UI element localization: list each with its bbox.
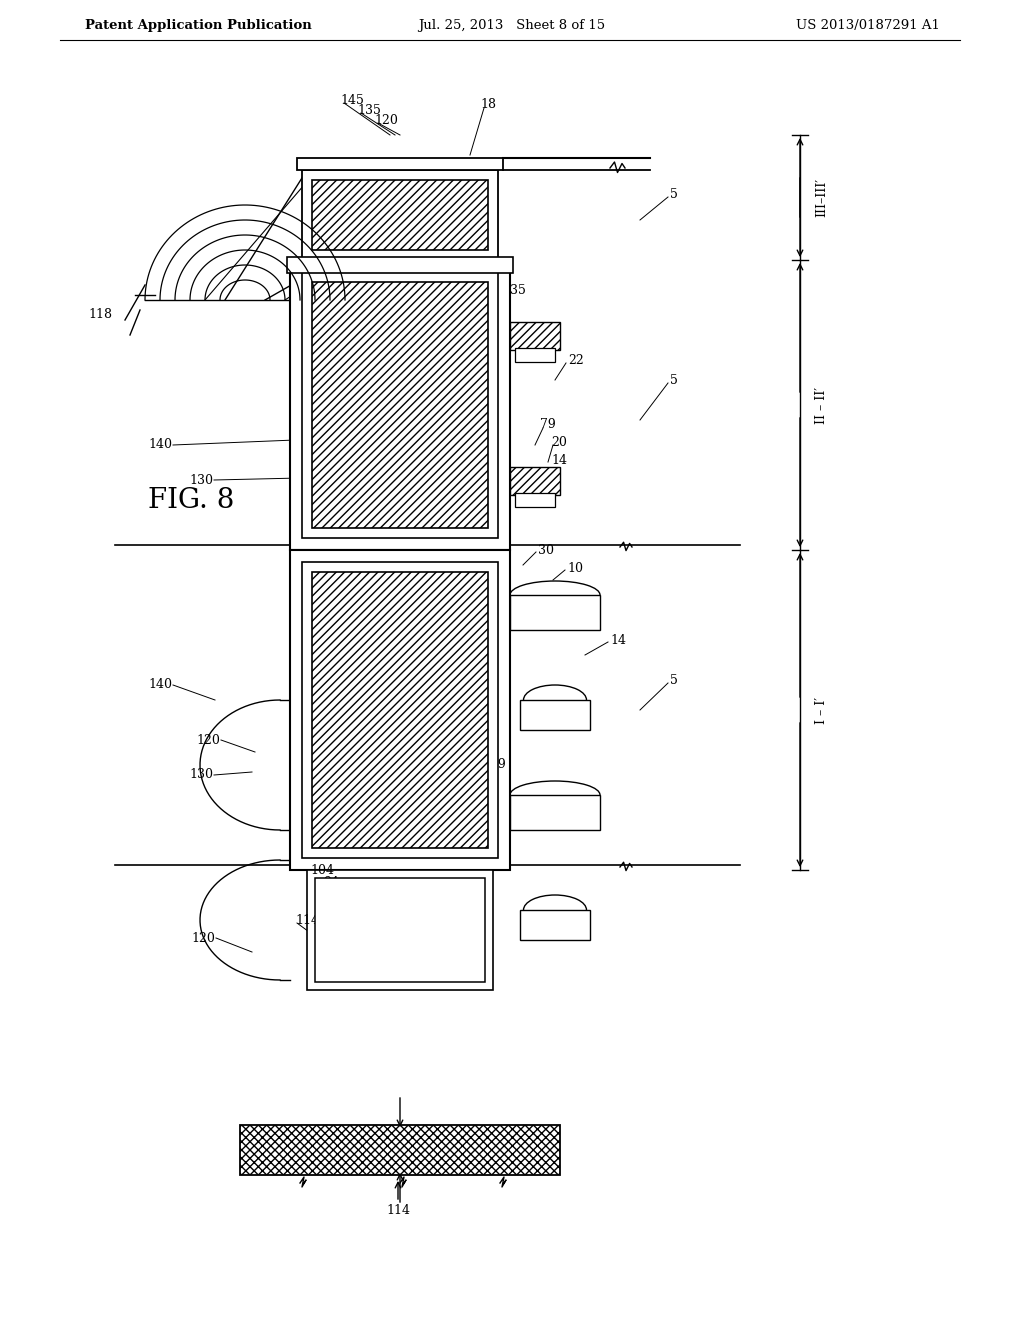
Text: 135: 135 xyxy=(357,103,381,116)
Bar xyxy=(510,595,600,630)
Text: 79: 79 xyxy=(540,418,556,432)
Text: 114: 114 xyxy=(295,913,319,927)
Bar xyxy=(315,878,485,982)
Bar xyxy=(510,322,560,350)
Text: 104: 104 xyxy=(375,609,399,622)
Text: 140: 140 xyxy=(148,438,172,451)
Text: 118: 118 xyxy=(88,309,112,322)
Text: 5: 5 xyxy=(670,374,678,387)
Text: I – I′: I – I′ xyxy=(815,697,828,723)
Text: 130: 130 xyxy=(189,474,213,487)
Text: 88: 88 xyxy=(345,494,361,507)
Text: Jul. 25, 2013   Sheet 8 of 15: Jul. 25, 2013 Sheet 8 of 15 xyxy=(419,18,605,32)
Bar xyxy=(312,572,488,847)
Text: 35: 35 xyxy=(510,284,526,297)
Bar xyxy=(510,467,560,495)
Text: 120: 120 xyxy=(191,932,215,945)
Bar xyxy=(297,158,503,170)
Text: 14: 14 xyxy=(551,454,567,466)
Text: III–III′: III–III′ xyxy=(815,178,828,216)
Text: 104: 104 xyxy=(310,863,334,876)
Text: Patent Application Publication: Patent Application Publication xyxy=(85,18,311,32)
Bar xyxy=(302,272,498,539)
Text: 5: 5 xyxy=(670,189,678,202)
Bar xyxy=(312,180,488,249)
Text: 10: 10 xyxy=(507,808,523,821)
Bar xyxy=(515,492,555,507)
Text: 10: 10 xyxy=(567,561,583,574)
Bar xyxy=(287,257,513,273)
Bar xyxy=(515,348,555,362)
Bar xyxy=(290,260,510,550)
Text: 145: 145 xyxy=(340,94,364,107)
Bar xyxy=(302,170,498,260)
Text: 22: 22 xyxy=(568,354,584,367)
Bar xyxy=(240,1125,560,1175)
Text: 145: 145 xyxy=(355,314,379,326)
Text: 20: 20 xyxy=(551,436,567,449)
Bar xyxy=(510,795,600,830)
Bar xyxy=(302,562,498,858)
Text: 88: 88 xyxy=(336,890,352,903)
Text: 54: 54 xyxy=(400,632,416,645)
Text: 135: 135 xyxy=(371,326,395,338)
Text: 79: 79 xyxy=(490,759,506,771)
Bar xyxy=(520,700,590,730)
Text: 120: 120 xyxy=(374,114,398,127)
Text: 14: 14 xyxy=(610,634,626,647)
Text: 94: 94 xyxy=(388,620,403,634)
Text: 44: 44 xyxy=(412,644,428,657)
Text: 120: 120 xyxy=(197,734,220,747)
Text: 114: 114 xyxy=(386,1204,410,1217)
Text: 94: 94 xyxy=(323,876,339,890)
Bar xyxy=(290,550,510,870)
Bar xyxy=(307,870,493,990)
Text: 5: 5 xyxy=(670,673,678,686)
Bar xyxy=(520,909,590,940)
Text: II – II′: II – II′ xyxy=(815,387,828,424)
Text: FIG. 8: FIG. 8 xyxy=(148,487,234,513)
Text: 35: 35 xyxy=(413,899,429,912)
Text: 130: 130 xyxy=(189,768,213,781)
Bar xyxy=(312,282,488,528)
Text: 140: 140 xyxy=(148,678,172,692)
Text: 30: 30 xyxy=(538,544,554,557)
Text: 18: 18 xyxy=(480,99,496,111)
Text: US 2013/0187291 A1: US 2013/0187291 A1 xyxy=(796,18,940,32)
